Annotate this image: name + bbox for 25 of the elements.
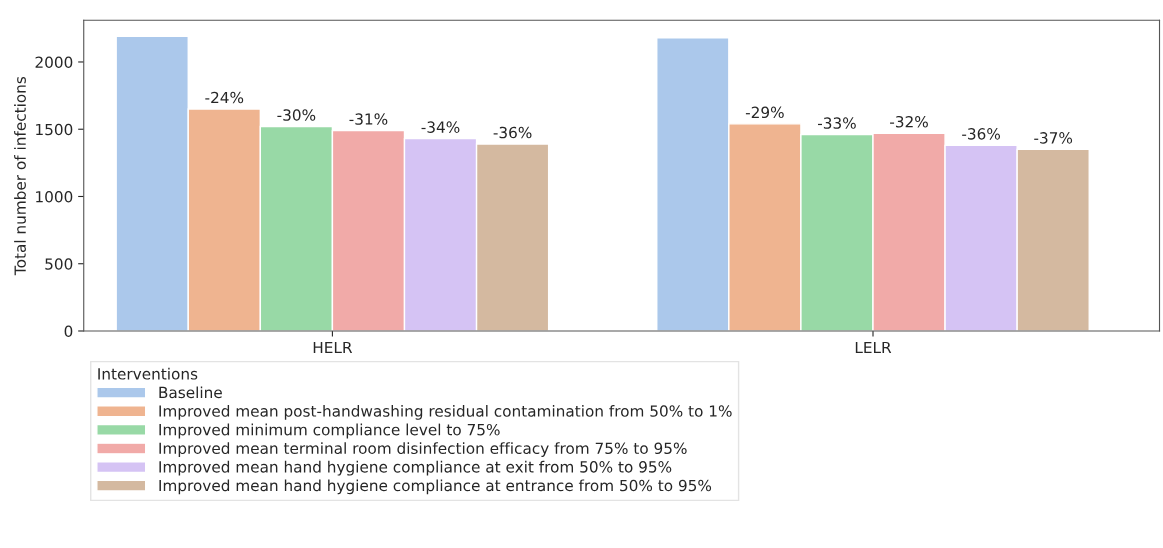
legend-label: Baseline [159, 386, 222, 399]
annotation: -32% [890, 115, 928, 128]
annotation: -30% [277, 109, 316, 121]
annotation: -24% [205, 91, 244, 104]
x-tick-label: LELR [855, 341, 892, 354]
y-tick-label: 1500 [36, 123, 73, 136]
legend-label: Improved mean hand hygiene compliance at entrance from 50% to 95% [159, 479, 712, 495]
annotation: -31% [349, 113, 388, 125]
annotation: -36% [493, 126, 532, 139]
annotation: -34% [421, 121, 460, 133]
annotation: -33% [817, 117, 856, 129]
legend-title: Interventions [98, 367, 198, 380]
annotation: -29% [745, 106, 784, 119]
y-tick-label: 1000 [36, 190, 73, 203]
y-tick-label: 0 [64, 325, 73, 338]
y-tick-label: 2000 [35, 56, 73, 68]
legend-label: Improved minimum compliance level to 75% [159, 423, 500, 439]
y-axis-title: Total number of infections [14, 76, 26, 276]
y-tick-label: 500 [45, 258, 73, 270]
annotation: -36% [962, 128, 1001, 140]
legend-label: Improved mean hand hygiene compliance at exit from 50% to 95% [159, 460, 672, 476]
annotation: -37% [1034, 132, 1073, 144]
legend-label: Improved mean post-handwashing residual contamination from 50% to 1% [159, 405, 732, 420]
legend-label: Improved mean terminal room disinfection efficacy from 75% to 95% [159, 442, 687, 457]
x-tick-label: HELR [313, 341, 353, 354]
